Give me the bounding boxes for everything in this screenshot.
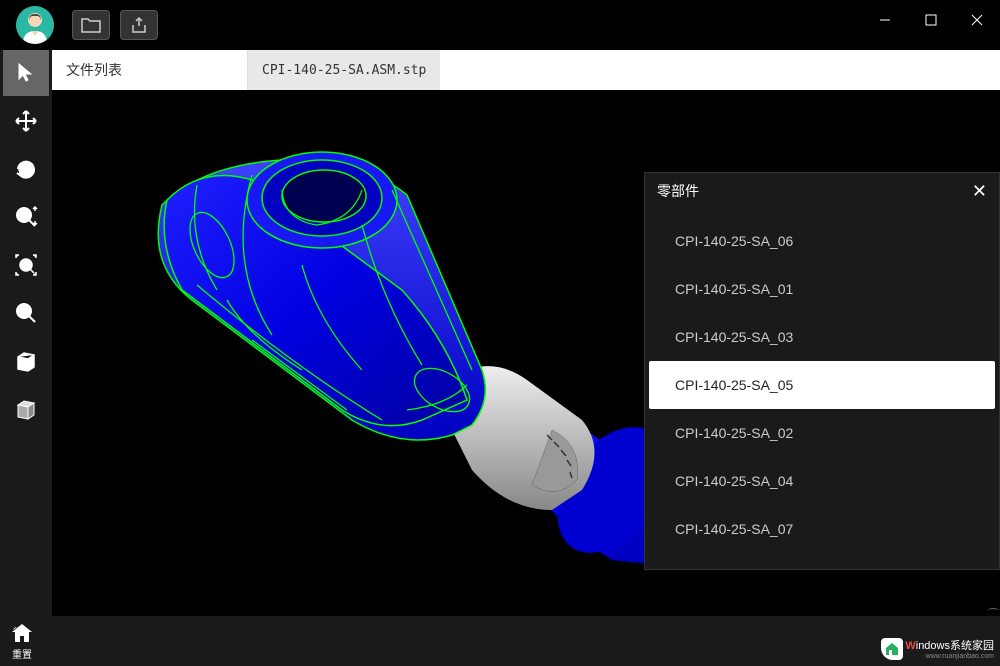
part-item[interactable]: CPI-140-25-SA_06 — [645, 217, 999, 265]
file-bar-empty — [440, 50, 1000, 90]
parts-list: CPI-140-25-SA_06 CPI-140-25-SA_01 CPI-14… — [645, 209, 999, 569]
part-item[interactable]: CPI-140-25-SA_03 — [645, 313, 999, 361]
content-area: 文件列表 CPI-140-25-SA.ASM.stp — [52, 50, 1000, 616]
tool-move[interactable] — [3, 98, 49, 144]
watermark: Windows系统家园 www.ruanjianbao.com — [881, 637, 994, 660]
tool-box-solid[interactable] — [3, 386, 49, 432]
parts-panel-header: 零部件 ✕ — [645, 173, 999, 209]
tool-cursor[interactable] — [3, 50, 49, 96]
close-button[interactable] — [954, 0, 1000, 40]
tool-zoom-fit[interactable] — [3, 290, 49, 336]
left-toolbar — [0, 50, 52, 616]
tool-zoom-area[interactable] — [3, 242, 49, 288]
watermark-logo-icon — [881, 638, 903, 660]
parts-panel-close-icon[interactable]: ✕ — [972, 181, 987, 202]
file-tab-active[interactable]: CPI-140-25-SA.ASM.stp — [248, 50, 440, 90]
tool-rotate[interactable] — [3, 146, 49, 192]
tool-box-wire[interactable] — [3, 338, 49, 384]
file-bar: 文件列表 CPI-140-25-SA.ASM.stp — [52, 50, 1000, 90]
folder-button[interactable] — [72, 10, 110, 40]
minimize-button[interactable] — [862, 0, 908, 40]
3d-viewport[interactable]: 零部件 ✕ CPI-140-25-SA_06 CPI-140-25-SA_01 … — [52, 90, 1000, 616]
parts-panel: 零部件 ✕ CPI-140-25-SA_06 CPI-140-25-SA_01 … — [644, 172, 1000, 570]
part-item[interactable]: CPI-140-25-SA_01 — [645, 265, 999, 313]
maximize-button[interactable] — [908, 0, 954, 40]
tool-zoom-updown[interactable] — [3, 194, 49, 240]
scroll-indicator-icon: ⁀ — [988, 608, 998, 622]
part-item[interactable]: CPI-140-25-SA_02 — [645, 409, 999, 457]
watermark-text: Windows系统家园 www.ruanjianbao.com — [905, 637, 994, 660]
parts-panel-title: 零部件 — [657, 181, 699, 201]
home-label: 重置 — [12, 646, 32, 661]
home-reset-button[interactable]: 重置 — [10, 622, 34, 661]
main-area: 文件列表 CPI-140-25-SA.ASM.stp — [0, 50, 1000, 616]
user-avatar[interactable] — [16, 6, 54, 44]
titlebar — [0, 0, 1000, 50]
window-controls — [862, 0, 1000, 40]
share-button[interactable] — [120, 10, 158, 40]
bottom-bar: 重置 — [0, 616, 1000, 666]
home-icon — [10, 622, 34, 644]
part-item[interactable]: CPI-140-25-SA_07 — [645, 505, 999, 553]
part-item-selected[interactable]: CPI-140-25-SA_05 — [649, 361, 995, 409]
file-list-label[interactable]: 文件列表 — [52, 50, 248, 90]
part-item[interactable]: CPI-140-25-SA_04 — [645, 457, 999, 505]
